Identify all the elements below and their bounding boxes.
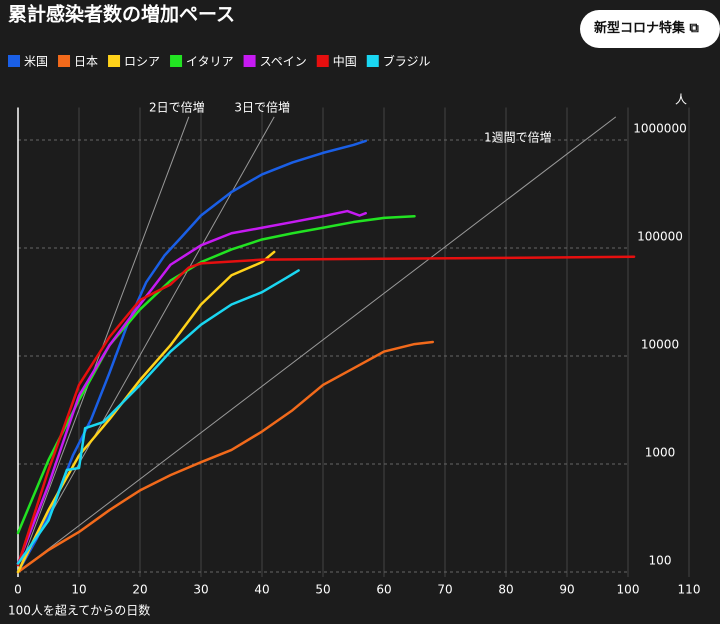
x-tick-label: 20 bbox=[132, 583, 147, 597]
legend-label: ブラジル bbox=[383, 54, 431, 69]
reference-line bbox=[17, 116, 275, 573]
legend-swatch bbox=[316, 55, 329, 67]
legend-label: 米国 bbox=[24, 55, 48, 69]
x-tick-label: 50 bbox=[315, 583, 330, 597]
y-tick-label: 100 bbox=[649, 554, 672, 568]
reference-label: 2日で倍増 bbox=[149, 100, 205, 115]
x-tick-label: 100 bbox=[617, 583, 640, 597]
series-line bbox=[16, 340, 435, 574]
y-tick-label: 1000000 bbox=[633, 122, 686, 136]
feature-button[interactable]: 新型コロナ特集 ⧉ bbox=[580, 10, 720, 48]
x-tick-label: 70 bbox=[437, 583, 452, 597]
x-tick-label: 110 bbox=[678, 583, 701, 597]
x-tick-label: 40 bbox=[254, 583, 269, 597]
y-tick-label: 10000 bbox=[641, 338, 679, 352]
series-line bbox=[16, 209, 367, 565]
legend-swatch bbox=[58, 55, 71, 67]
reference-label: 1週間で倍増 bbox=[484, 130, 552, 145]
reference-label: 3日で倍増 bbox=[234, 100, 290, 115]
x-tick-label: 60 bbox=[376, 583, 391, 597]
legend-swatch bbox=[108, 55, 121, 67]
legend-swatch bbox=[243, 55, 256, 67]
legend-label: ロシア bbox=[124, 55, 160, 69]
x-tick-label: 30 bbox=[193, 583, 208, 597]
x-axis-label: 100人を超えてからの日数 bbox=[8, 603, 150, 618]
legend-swatch bbox=[170, 55, 183, 67]
legend-swatch bbox=[366, 55, 379, 67]
legend-label: 日本 bbox=[74, 55, 98, 69]
chart-title: 累計感染者数の増加ペース bbox=[8, 3, 235, 26]
y-unit: 人 bbox=[675, 93, 687, 107]
legend-swatch bbox=[8, 55, 20, 67]
series-line bbox=[16, 214, 416, 535]
y-tick-label: 1000 bbox=[645, 446, 676, 460]
series-line bbox=[16, 250, 276, 574]
series-line bbox=[16, 255, 636, 567]
button-label: 新型コロナ特集 bbox=[594, 21, 686, 36]
series-line bbox=[16, 269, 300, 565]
legend-label: スペイン bbox=[260, 55, 307, 69]
legend-label: イタリア bbox=[186, 55, 234, 69]
y-tick-label: 100000 bbox=[637, 230, 683, 244]
x-tick-label: 80 bbox=[498, 583, 513, 597]
x-tick-label: 0 bbox=[14, 583, 22, 597]
x-tick-label: 10 bbox=[71, 583, 86, 597]
legend-label: 中国 bbox=[333, 54, 357, 69]
reference-line bbox=[17, 116, 617, 573]
x-tick-label: 90 bbox=[559, 583, 574, 597]
